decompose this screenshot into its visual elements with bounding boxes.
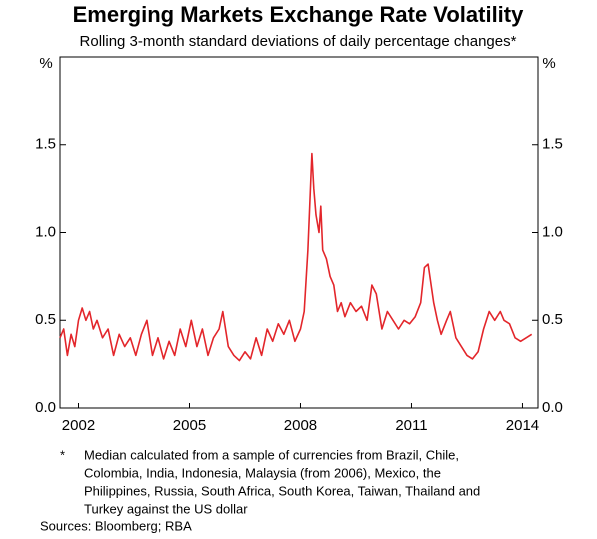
x-tick-label: 2014 [506, 417, 539, 434]
note-line: Median calculated from a sample of curre… [84, 447, 459, 462]
data-line [59, 152, 533, 362]
y2-tick-label: 0.5 [542, 311, 563, 328]
chart-subtitle: Rolling 3-month standard deviations of d… [80, 33, 517, 50]
y-tick-label: 1.5 [35, 136, 56, 153]
y-axis-label: % [39, 55, 52, 72]
y2-tick-label: 1.5 [542, 136, 563, 153]
y-tick-label: 1.0 [35, 223, 56, 240]
y2-tick-label: 1.0 [542, 223, 563, 240]
source: Sources: Bloomberg; RBA [40, 518, 192, 533]
x-tick-label: 2002 [62, 417, 95, 434]
note-line: Turkey against the US dollar [84, 501, 248, 516]
chart-title: Emerging Markets Exchange Rate Volatilit… [73, 2, 524, 27]
y-tick-label: 0.5 [35, 311, 56, 328]
note-line: Philippines, Russia, South Africa, South… [84, 483, 480, 498]
note-marker: * [60, 447, 65, 462]
x-tick-label: 2005 [173, 417, 206, 434]
note-line: Colombia, India, Indonesia, Malaysia (fr… [84, 465, 441, 480]
y-tick-label: 0.0 [35, 399, 56, 416]
x-tick-label: 2008 [284, 417, 317, 434]
y2-axis-label: % [542, 55, 555, 72]
y2-tick-label: 0.0 [542, 399, 563, 416]
x-tick-label: 2011 [395, 417, 427, 434]
